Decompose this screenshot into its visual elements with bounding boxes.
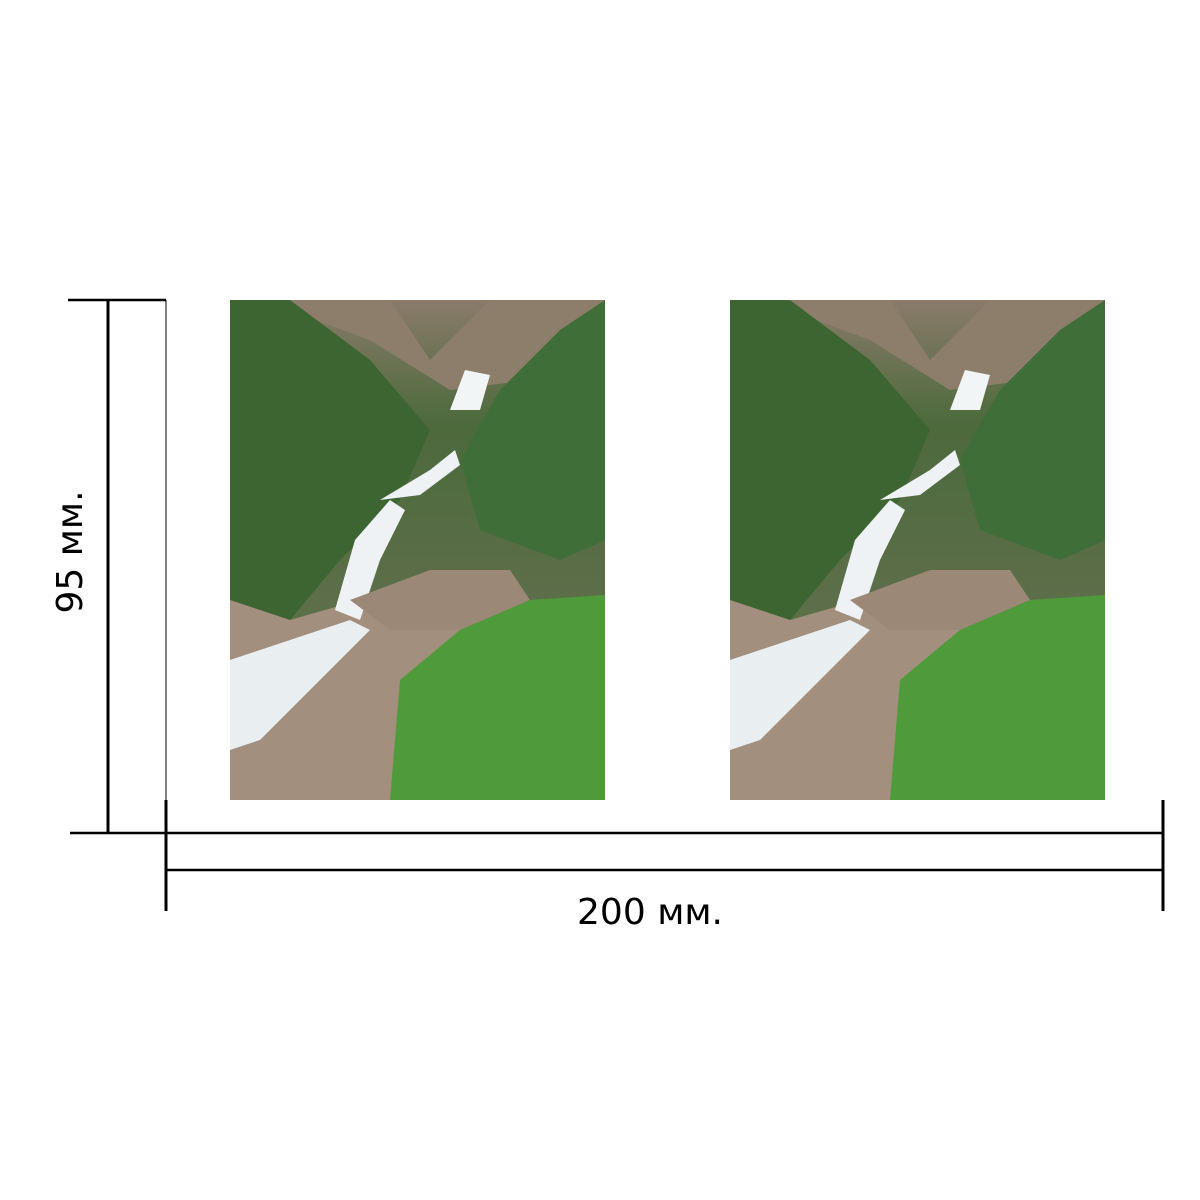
- photo-right: [730, 300, 1105, 800]
- height-dimension: [68, 298, 167, 834]
- width-label: 200 мм.: [577, 892, 723, 933]
- photo-left: [230, 300, 605, 800]
- height-label: 95 мм.: [50, 490, 91, 613]
- width-dimension: [70, 800, 1165, 911]
